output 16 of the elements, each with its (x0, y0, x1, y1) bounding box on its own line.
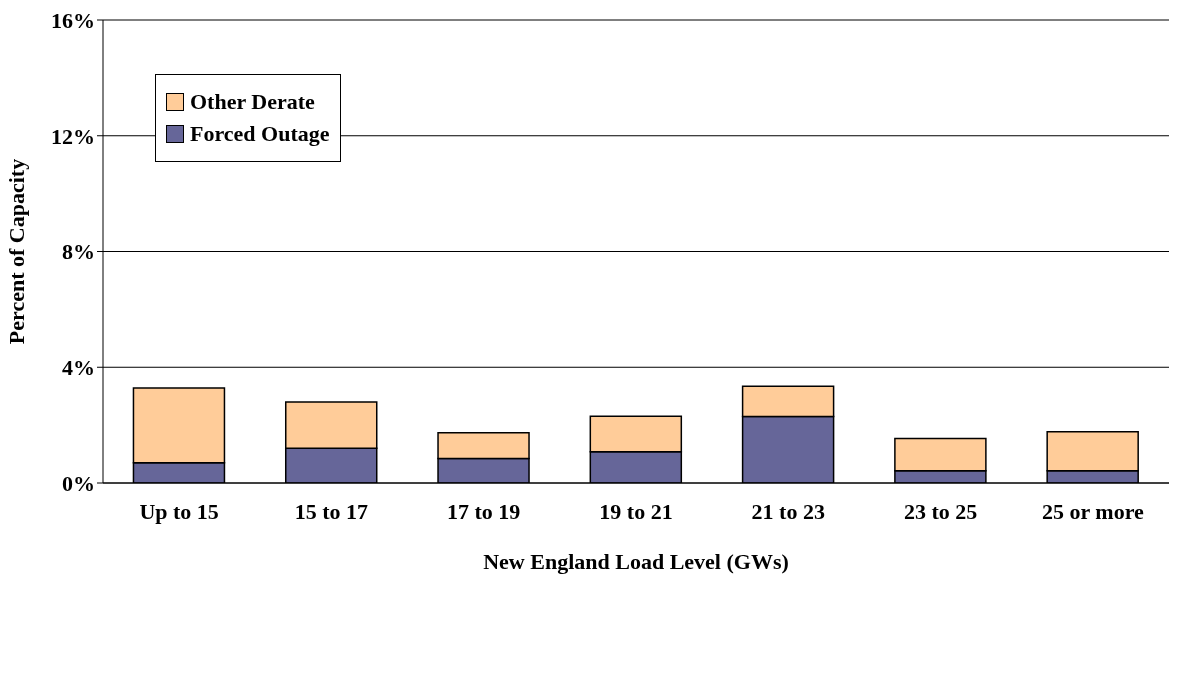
x-axis-title: New England Load Level (GWs) (483, 549, 789, 574)
legend-label: Forced Outage (190, 121, 330, 147)
x-tick-label: 23 to 25 (903, 498, 978, 524)
y-axis-title: Percent of Capacity (3, 158, 29, 345)
y-tick-label: 0% (62, 470, 95, 496)
y-tick-label: 4% (62, 355, 95, 381)
x-tick-label: 25 or more (1041, 498, 1144, 524)
x-tick-label: 19 to 21 (599, 498, 673, 524)
x-tick-label: 15 to 17 (294, 498, 369, 524)
y-tick-label: 8% (62, 239, 95, 265)
legend-label: Other Derate (190, 89, 315, 115)
y-tick-label: 16% (51, 7, 95, 33)
x-tick-label: Up to 15 (139, 498, 219, 524)
x-tick-label: 17 to 19 (447, 498, 521, 524)
x-tick-label: 21 to 23 (751, 498, 825, 524)
y-tick-label: 12% (51, 123, 95, 149)
